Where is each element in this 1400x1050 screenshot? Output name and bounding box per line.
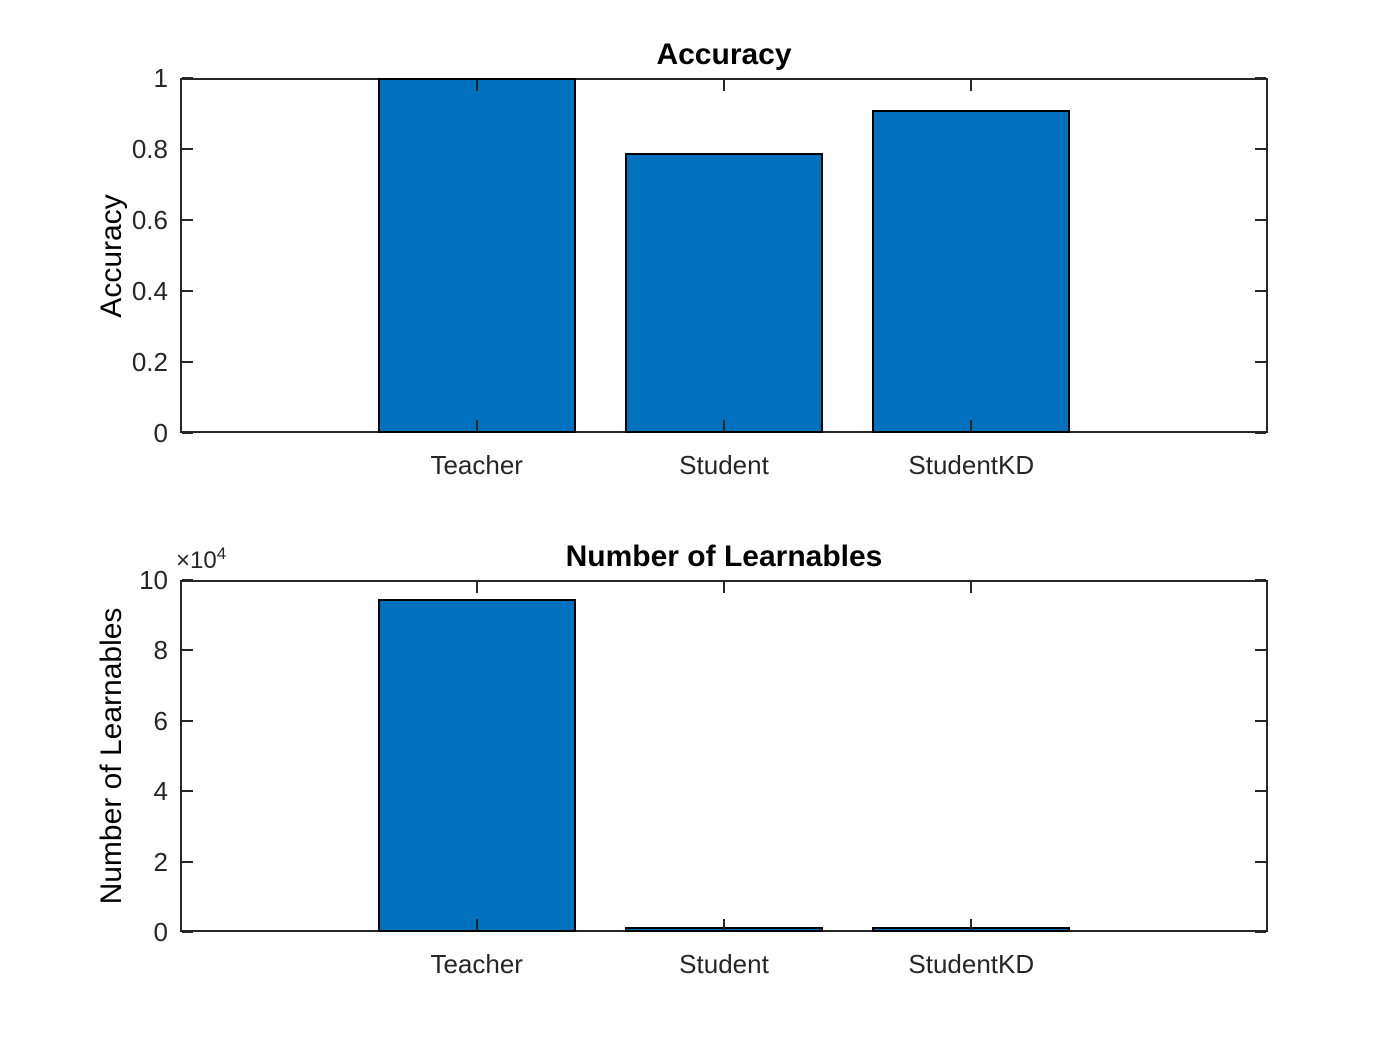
x-tick: [475, 80, 478, 91]
y-tick: [182, 432, 193, 434]
x-tick: [723, 919, 725, 930]
y-tick: [1255, 77, 1266, 79]
x-tick: [723, 582, 725, 593]
learnables-chart-title: Number of Learnables: [565, 540, 883, 573]
exponent-base-text: ×10: [176, 547, 217, 574]
y-tick-label: 2: [153, 846, 168, 877]
y-tick-label: 0.6: [131, 205, 168, 235]
x-tick-label-student: Student: [679, 949, 769, 979]
y-tick: [1255, 361, 1266, 363]
y-tick-label: 10: [139, 565, 168, 595]
y-tick: [1255, 148, 1266, 150]
y-tick: [1255, 432, 1266, 434]
y-axis-exponent-label: ×104: [176, 544, 226, 575]
y-tick-label: 0.4: [131, 276, 168, 306]
accuracy-plot-area: [180, 77, 1268, 434]
y-tick: [182, 860, 193, 863]
y-tick: [1255, 860, 1266, 863]
y-tick-label: 6: [153, 705, 168, 736]
x-tick-label-studentkd: StudentKD: [908, 450, 1035, 480]
x-tick: [475, 582, 478, 593]
x-tick-label-studentkd: StudentKD: [908, 949, 1035, 979]
y-tick: [1255, 790, 1266, 793]
y-tick: [1255, 579, 1266, 581]
bar-teacher: [377, 78, 576, 433]
x-tick: [970, 919, 973, 930]
y-tick: [182, 77, 193, 79]
y-tick: [182, 931, 193, 933]
y-tick: [182, 649, 193, 652]
y-tick: [1255, 290, 1266, 292]
y-tick-label: 0: [153, 917, 168, 947]
y-tick: [1255, 719, 1266, 722]
y-tick-label: 0.8: [131, 134, 168, 164]
y-tick: [182, 790, 193, 793]
y-tick: [182, 719, 193, 722]
accuracy-chart-title: Accuracy: [656, 38, 792, 71]
x-tick: [970, 420, 973, 431]
x-tick-label-student: Student: [679, 450, 769, 480]
y-tick: [182, 148, 193, 150]
x-tick: [723, 80, 725, 91]
exponent-value-text: 4: [216, 544, 227, 563]
x-tick: [475, 420, 478, 431]
x-tick: [723, 420, 725, 431]
y-tick: [182, 219, 193, 221]
x-tick-label-teacher: Teacher: [430, 949, 523, 979]
x-tick-label-teacher: Teacher: [430, 450, 523, 480]
y-tick-label: 4: [153, 776, 168, 807]
x-tick: [475, 919, 478, 930]
y-tick: [1255, 649, 1266, 652]
x-tick: [970, 80, 973, 91]
bar-teacher: [377, 599, 576, 932]
y-tick: [1255, 219, 1266, 221]
bar-student: [625, 152, 823, 433]
y-tick: [1255, 931, 1266, 933]
bar-studentkd: [872, 109, 1071, 433]
y-tick-label: 0: [153, 418, 168, 448]
y-tick-label: 1: [153, 63, 168, 93]
learnables-plot-area: [180, 579, 1268, 933]
y-tick: [182, 579, 193, 581]
y-tick-label: 8: [153, 635, 168, 666]
x-tick: [970, 582, 973, 593]
y-tick-label: 0.2: [131, 347, 168, 377]
y-tick: [182, 290, 193, 292]
y-tick: [182, 361, 193, 363]
